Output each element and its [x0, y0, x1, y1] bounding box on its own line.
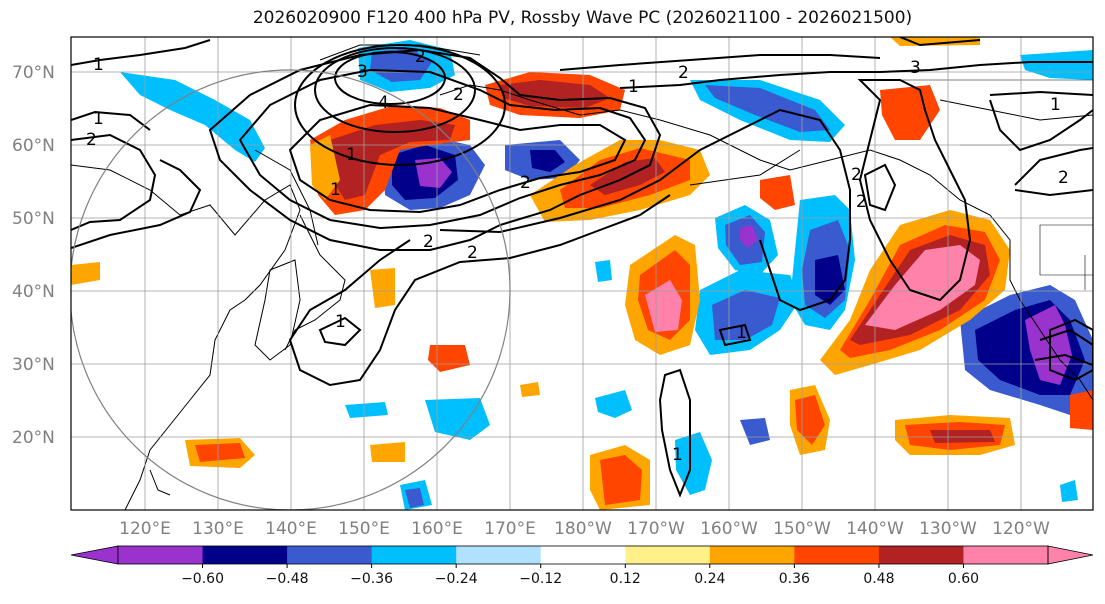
colorbar-segment — [709, 546, 795, 564]
colorbar-segment — [118, 546, 204, 564]
colorbar-segment — [878, 546, 964, 564]
lon-label: 170°W — [627, 519, 685, 539]
lon-label: 170°E — [484, 519, 536, 539]
contour-label: 1 — [346, 145, 357, 165]
colorbar-segment — [625, 546, 711, 564]
lat-label: 40°N — [12, 282, 55, 302]
lon-label: 150°W — [773, 519, 831, 539]
lon-label: 140°W — [846, 519, 904, 539]
contour-label: 2 — [1058, 168, 1069, 188]
longitude-labels: 120°E 130°E 140°E 150°E 160°E 170°E 180°… — [119, 519, 1050, 539]
colorbar-segment — [794, 546, 880, 564]
colorbar-segment — [963, 546, 1049, 564]
map-frame — [70, 36, 1094, 511]
contour-label: 2 — [851, 165, 862, 185]
contour-label: 2 — [423, 232, 434, 252]
contour-label: 2 — [415, 47, 426, 67]
pv-contours — [71, 37, 1093, 498]
gridlines — [71, 37, 1093, 510]
contour-label: 1 — [1050, 95, 1061, 115]
colorbar-extend-low — [70, 545, 119, 565]
contour-label: 1 — [93, 55, 104, 75]
colorbar-tick-label: 0.36 — [779, 571, 810, 587]
lat-label: 20°N — [12, 428, 55, 448]
radius-circle — [71, 69, 511, 510]
contour-labels: 1 1 2 3 2 4 2 1 2 2 2 1 1 3 2 1 2 2 1 1 … — [86, 47, 1069, 465]
colorbar-segment — [202, 546, 288, 564]
lon-label: 160°E — [411, 519, 463, 539]
colorbar-tick-label: −0.48 — [266, 571, 309, 587]
contour-label: 4 — [378, 93, 389, 113]
lon-label: 160°W — [700, 519, 758, 539]
lon-label: 180°W — [554, 519, 612, 539]
lon-label: 120°E — [119, 519, 171, 539]
lon-label: 120°W — [992, 519, 1050, 539]
contour-label: 2 — [856, 192, 867, 212]
lon-label: 150°E — [338, 519, 390, 539]
colorbar-tick-label: 0.48 — [863, 571, 894, 587]
lat-label: 60°N — [12, 136, 55, 156]
lat-label: 50°N — [12, 209, 55, 229]
contour-label: 1 — [736, 323, 747, 343]
contour-label: 2 — [453, 85, 464, 105]
colorbar-tick-label: −0.24 — [435, 571, 478, 587]
contour-label: 1 — [93, 109, 104, 129]
lon-label: 130°E — [192, 519, 244, 539]
colorbar-segment — [287, 546, 373, 564]
colorbar-tick-label: 0.60 — [948, 571, 979, 587]
colorbar: −0.60 −0.48 −0.36 −0.24 −0.12 0.12 0.24 0.36 0.4… — [70, 545, 1094, 587]
colorbar-tick-label: 0.12 — [610, 571, 641, 587]
latitude-labels: 70°N 60°N 50°N 40°N 30°N 20°N — [12, 63, 55, 448]
contour-label: 2 — [678, 63, 689, 83]
colorbar-segment — [456, 546, 542, 564]
contour-label: 1 — [672, 445, 683, 465]
contour-label: 1 — [628, 77, 639, 97]
colorbar-tick-label: −0.36 — [350, 571, 393, 587]
lon-label: 130°W — [919, 519, 977, 539]
lat-label: 70°N — [12, 63, 55, 83]
colorbar-outline — [117, 545, 1049, 565]
colorbar-tick-label: 0.24 — [694, 571, 725, 587]
colorbar-segment — [371, 546, 457, 564]
contour-label: 3 — [910, 58, 921, 78]
map-title: 2026020900 F120 400 hPa PV, Rossby Wave … — [252, 8, 913, 28]
lon-label: 140°E — [265, 519, 317, 539]
contour-label: 3 — [357, 62, 368, 82]
contour-label: 1 — [335, 312, 346, 332]
colorbar-tick-label: −0.60 — [181, 571, 224, 587]
lat-label: 30°N — [12, 355, 55, 375]
contour-label: 2 — [520, 173, 531, 193]
contour-label: 1 — [330, 180, 341, 200]
contour-label: 2 — [86, 130, 97, 150]
contour-label: 2 — [467, 243, 478, 263]
colorbar-segment — [540, 546, 626, 564]
colorbar-tick-label: −0.12 — [519, 571, 562, 587]
colorbar-extend-high — [1047, 545, 1094, 565]
